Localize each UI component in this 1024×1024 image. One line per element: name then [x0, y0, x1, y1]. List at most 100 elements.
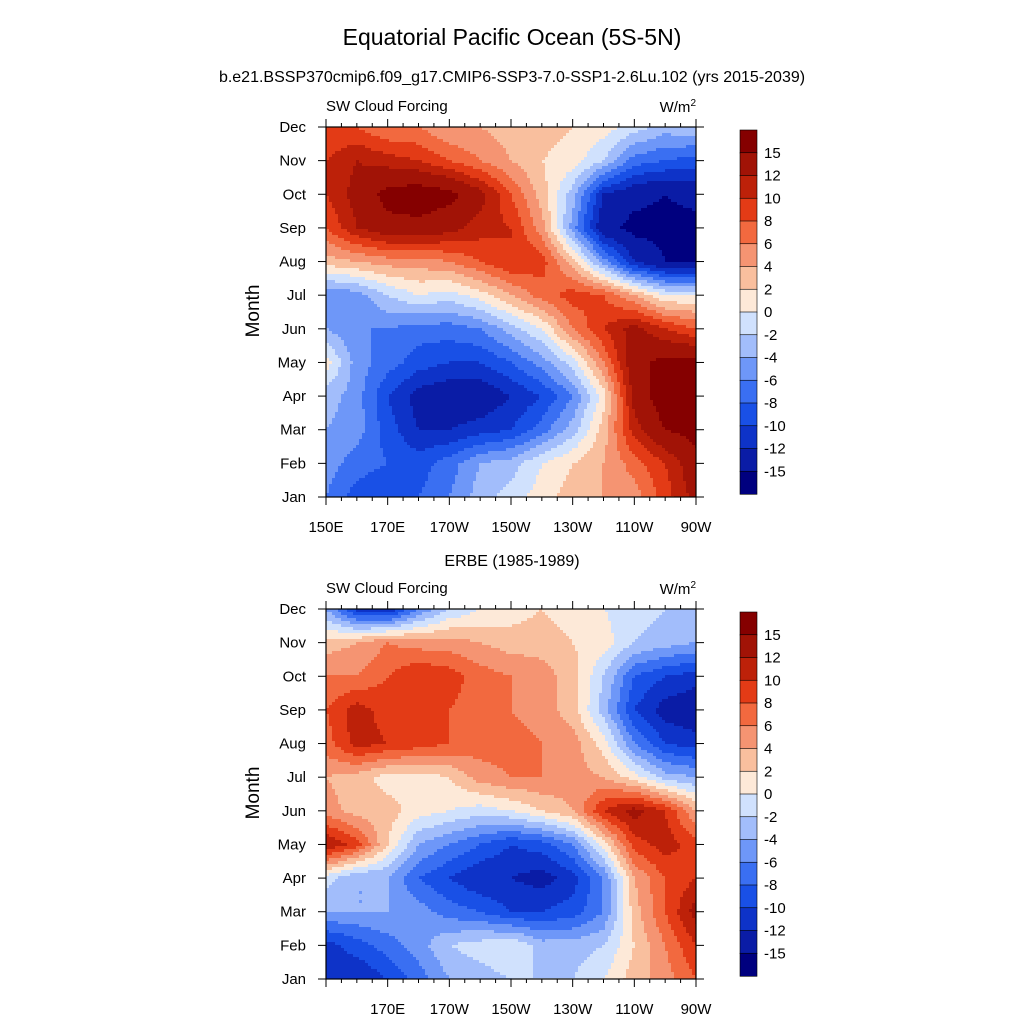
contour-cell	[473, 277, 501, 281]
contour-cell	[326, 478, 333, 482]
contour-cell	[326, 759, 339, 763]
contour-cell	[527, 238, 543, 242]
contour-cell	[602, 816, 618, 820]
contour-cell	[692, 756, 696, 760]
contour-cell	[650, 957, 669, 961]
contour-cell	[683, 891, 696, 895]
y-tick-label: Aug	[279, 254, 306, 271]
contour-cell	[326, 765, 387, 769]
contour-cell	[326, 457, 345, 461]
contour-cell	[596, 406, 606, 410]
contour-cell	[542, 762, 588, 766]
contour-cell	[326, 463, 342, 467]
contour-cell	[644, 930, 660, 934]
contour-cell	[677, 693, 696, 697]
y-tick-label: May	[278, 354, 307, 371]
contour-cell	[626, 711, 639, 715]
contour-cell	[347, 822, 372, 826]
contour-cell	[665, 804, 678, 808]
contour-cell	[635, 481, 654, 485]
contour-cell	[434, 445, 474, 449]
contour-cell	[404, 972, 426, 976]
contour-cell	[326, 807, 342, 811]
contour-cell	[632, 268, 651, 272]
contour-cell	[629, 418, 639, 422]
contour-cell	[407, 846, 417, 850]
contour-cell	[326, 921, 339, 925]
contour-cell	[353, 954, 387, 958]
contour-cell	[338, 466, 381, 470]
contour-cell	[572, 184, 582, 188]
contour-cell	[341, 463, 387, 467]
contour-cell	[662, 768, 696, 772]
contour-cell	[380, 136, 438, 140]
contour-cell	[392, 409, 414, 413]
contour-cell	[590, 822, 603, 826]
contour-cell	[677, 813, 690, 817]
contour-cell	[668, 915, 681, 919]
contour-cell	[551, 424, 570, 428]
contour-cell	[506, 651, 579, 655]
y-tick-label: Sep	[279, 220, 306, 237]
contour-cell	[353, 744, 372, 748]
contour-cell	[509, 397, 540, 401]
contour-cell	[389, 831, 405, 835]
colorbar-label: -10	[764, 900, 786, 917]
contour-cell	[686, 927, 696, 931]
contour-cell	[614, 283, 630, 287]
contour-cell	[404, 876, 420, 880]
contour-cell	[683, 472, 696, 476]
contour-cell	[413, 834, 444, 838]
contour-cell	[542, 442, 564, 446]
contour-cell	[614, 735, 624, 739]
contour-cell	[512, 681, 558, 685]
contour-cell	[617, 669, 630, 673]
contour-cell	[326, 966, 372, 970]
contour-cell	[365, 388, 378, 392]
contour-cell	[680, 846, 696, 850]
contour-cell	[326, 618, 342, 622]
contour-cell	[617, 274, 627, 278]
contour-cell	[371, 331, 486, 335]
contour-cell	[647, 271, 666, 275]
contour-cell	[530, 292, 561, 296]
contour-cell	[578, 687, 591, 691]
contour-cell	[560, 139, 600, 143]
contour-cell	[335, 846, 357, 850]
contour-cell	[593, 442, 609, 446]
contour-cell	[494, 136, 564, 140]
contour-cell	[575, 202, 582, 206]
contour-cell	[608, 415, 618, 419]
contour-cell	[617, 319, 642, 323]
contour-cell	[425, 481, 456, 485]
contour-cell	[353, 448, 384, 452]
contour-cell	[611, 391, 615, 395]
contour-cell	[611, 406, 618, 410]
contour-cell	[653, 903, 666, 907]
contour-cell	[686, 490, 696, 494]
contour-cell	[608, 852, 615, 856]
contour-cell	[611, 693, 621, 697]
contour-cell	[611, 409, 618, 413]
contour-cell	[449, 493, 471, 497]
contour-cell	[395, 819, 414, 823]
contour-cell	[449, 666, 489, 670]
contour-cell	[620, 714, 630, 718]
contour-cell	[653, 241, 696, 245]
x-tick-label: 110W	[615, 519, 654, 536]
contour-cell	[623, 900, 630, 904]
contour-cell	[626, 346, 696, 350]
contour-cell	[347, 382, 366, 386]
contour-cell	[599, 352, 609, 356]
contour-cell	[632, 654, 675, 658]
contour-cell	[566, 229, 573, 233]
contour-cell	[599, 259, 609, 263]
contour-cell	[614, 190, 696, 194]
contour-cell	[464, 181, 486, 185]
contour-cell	[512, 160, 543, 164]
contour-cell	[434, 615, 462, 619]
contour-cell	[620, 226, 696, 230]
contour-cell	[464, 226, 510, 230]
contour-cell	[335, 699, 456, 703]
contour-cell	[608, 280, 621, 284]
